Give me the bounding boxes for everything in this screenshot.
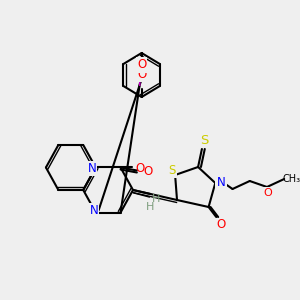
Text: S: S xyxy=(200,134,208,148)
Text: O: O xyxy=(137,68,146,80)
Text: S: S xyxy=(169,164,176,176)
Text: O: O xyxy=(144,165,153,178)
Text: O: O xyxy=(135,162,144,175)
Text: CH₃: CH₃ xyxy=(283,174,300,184)
Text: O: O xyxy=(216,218,226,232)
Text: H: H xyxy=(152,194,160,204)
Text: O: O xyxy=(137,58,146,71)
Text: F: F xyxy=(138,76,145,89)
Text: O: O xyxy=(264,188,272,198)
Text: N: N xyxy=(89,204,98,217)
Text: H: H xyxy=(146,202,154,212)
Text: N: N xyxy=(217,176,225,188)
Text: N: N xyxy=(88,162,96,175)
